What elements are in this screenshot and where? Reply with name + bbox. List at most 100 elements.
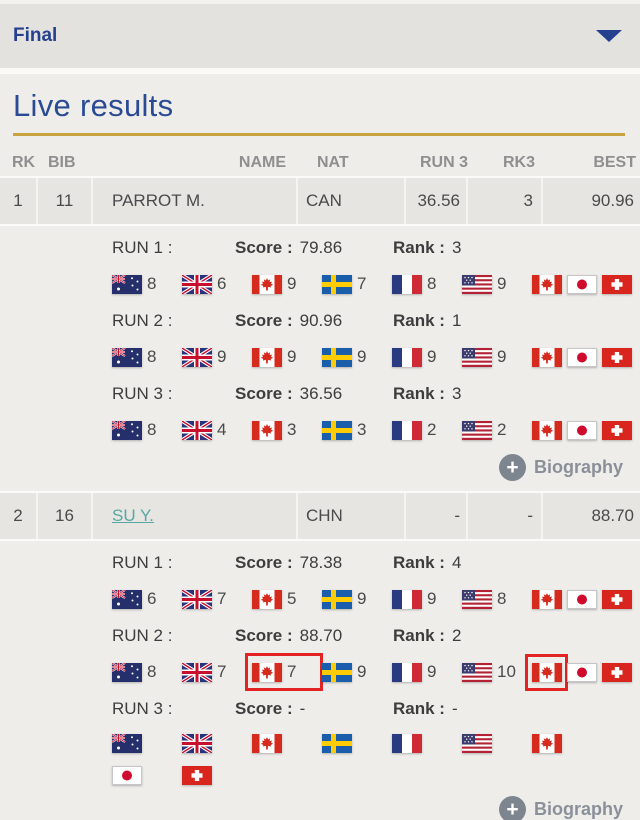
title-underline bbox=[13, 133, 625, 136]
flag-swe-icon bbox=[322, 733, 352, 753]
judge-score-value: 9 bbox=[357, 589, 367, 608]
run-line: RUN 2 : Score : 90.96 Rank : 1 bbox=[0, 305, 640, 336]
judge-score bbox=[602, 420, 637, 440]
biography-button[interactable]: + Biography bbox=[498, 796, 623, 820]
cell-nat: CHN bbox=[298, 493, 406, 539]
cell-name: SU Y. bbox=[93, 493, 298, 539]
judge-score-value: 7 bbox=[217, 589, 227, 608]
judge-score-value: 9 bbox=[497, 274, 507, 293]
athlete-details: RUN 1 : Score :79.86 Rank :3 8 6 9 7 8 9 RUN 2 :S… bbox=[0, 226, 640, 491]
judge-score: 7 bbox=[322, 274, 392, 294]
flag-can-icon bbox=[532, 733, 562, 753]
flag-swe-icon bbox=[322, 662, 352, 682]
judge-score: 7 bbox=[182, 589, 252, 609]
judge-score-value: 6 bbox=[147, 589, 157, 608]
phase-filter-dropdown[interactable]: Final bbox=[0, 4, 640, 74]
judge-score-value: 9 bbox=[357, 347, 367, 366]
score-value: 90.96 bbox=[299, 310, 343, 330]
judge-score: 6 bbox=[182, 274, 252, 294]
flag-usa-icon bbox=[462, 662, 492, 682]
score-group: Score :- bbox=[235, 699, 393, 719]
judge-score: 6 bbox=[112, 589, 182, 609]
score-value: 78.38 bbox=[299, 552, 343, 572]
cell-name: PARROT M. bbox=[93, 178, 298, 224]
flag-gbr-icon bbox=[182, 589, 212, 609]
judge-score: 9 bbox=[392, 589, 462, 609]
judge-scores-row: 8 4 3 3 2 2 bbox=[0, 409, 640, 451]
flag-swe-icon bbox=[322, 274, 352, 294]
flag-can-icon bbox=[532, 662, 562, 682]
biography-label: Biography bbox=[533, 799, 623, 819]
judge-score: 10 bbox=[462, 662, 532, 682]
flag-swe-icon bbox=[322, 589, 352, 609]
flag-usa-icon bbox=[462, 733, 492, 753]
rank-label: Rank : bbox=[393, 552, 445, 572]
judge-score: 2 bbox=[392, 420, 462, 440]
judge-score bbox=[532, 727, 602, 759]
judge-score bbox=[602, 662, 637, 682]
flag-fra-icon bbox=[392, 589, 422, 609]
athlete-row[interactable]: 2 16 SU Y. CHN - -88.70 bbox=[0, 491, 640, 541]
chevron-down-icon[interactable] bbox=[596, 30, 622, 42]
judge-score bbox=[602, 274, 637, 294]
flag-jpn-icon bbox=[567, 589, 597, 609]
judge-score bbox=[567, 274, 602, 294]
table-header-row: RK BIB NAME NAT RUN 3 RK3 BEST bbox=[0, 149, 640, 176]
judge-score-value: 7 bbox=[217, 662, 227, 681]
judge-score: 8 bbox=[112, 420, 182, 440]
run-label: RUN 2 : bbox=[112, 310, 173, 330]
athlete-name-link[interactable]: SU Y. bbox=[112, 506, 154, 525]
rank-value: - bbox=[451, 698, 458, 718]
flag-aus-icon bbox=[112, 662, 142, 682]
judge-score-value: 6 bbox=[217, 274, 227, 293]
results-table: RK BIB NAME NAT RUN 3 RK3 BEST 1 11 PARROT M. CAN 3… bbox=[0, 149, 640, 820]
flag-swe-icon bbox=[322, 420, 352, 440]
cell-bib: 11 bbox=[38, 178, 93, 224]
rank-value: 2 bbox=[451, 625, 462, 645]
rank-value: 3 bbox=[451, 237, 462, 257]
judge-score-value: 7 bbox=[287, 662, 297, 681]
rank-label: Rank : bbox=[393, 383, 445, 403]
flag-aus-icon bbox=[112, 589, 142, 609]
judge-score: 9 bbox=[252, 347, 322, 367]
judge-score-value: 10 bbox=[497, 662, 516, 681]
biography-button[interactable]: + Biography bbox=[498, 454, 623, 481]
flag-can-icon bbox=[252, 274, 282, 294]
judge-score-value: 5 bbox=[287, 589, 297, 608]
judge-score: 8 bbox=[112, 347, 182, 367]
athlete-row[interactable]: 1 11 PARROT M. CAN 36.56 3 90.96 bbox=[0, 176, 640, 226]
biography-label: Biography bbox=[533, 457, 623, 477]
judge-score-value: 9 bbox=[427, 589, 437, 608]
judge-score bbox=[567, 662, 602, 682]
flag-swe-icon bbox=[322, 347, 352, 367]
flag-can-icon bbox=[532, 589, 562, 609]
judge-score bbox=[532, 274, 567, 294]
flag-gbr-icon bbox=[182, 733, 212, 753]
judge-score: 9 bbox=[322, 662, 392, 682]
judge-score: 2 bbox=[462, 420, 532, 440]
judge-score-value: 9 bbox=[357, 662, 367, 681]
column-header-best: BEST bbox=[593, 153, 636, 171]
judge-score-value: 9 bbox=[217, 347, 227, 366]
judge-score: 9 bbox=[182, 347, 252, 367]
judge-score-value: 4 bbox=[217, 420, 227, 439]
judge-score bbox=[567, 589, 602, 609]
run-label: RUN 3 : bbox=[112, 698, 173, 718]
judge-score-value: 3 bbox=[287, 420, 297, 439]
judge-score-value: 2 bbox=[497, 420, 507, 439]
judge-score: 5 bbox=[252, 589, 322, 609]
flag-sui-icon bbox=[602, 347, 632, 367]
column-header-run3: RUN 3 bbox=[419, 153, 468, 171]
judge-scores-row: 8 9 9 9 9 9 bbox=[0, 336, 640, 378]
judge-score: 9 bbox=[392, 347, 462, 367]
flag-gbr-icon bbox=[182, 274, 212, 294]
rank-label: Rank : bbox=[393, 237, 445, 257]
run-line: RUN 1 : Score : 79.86 Rank : 3 bbox=[0, 232, 640, 263]
judge-score bbox=[112, 727, 182, 759]
judge-score-value: 7 bbox=[357, 274, 367, 293]
flag-sui-icon bbox=[602, 420, 632, 440]
flag-sui-icon bbox=[602, 274, 632, 294]
judge-score-value: 8 bbox=[147, 347, 157, 366]
flag-can-icon bbox=[532, 420, 562, 440]
